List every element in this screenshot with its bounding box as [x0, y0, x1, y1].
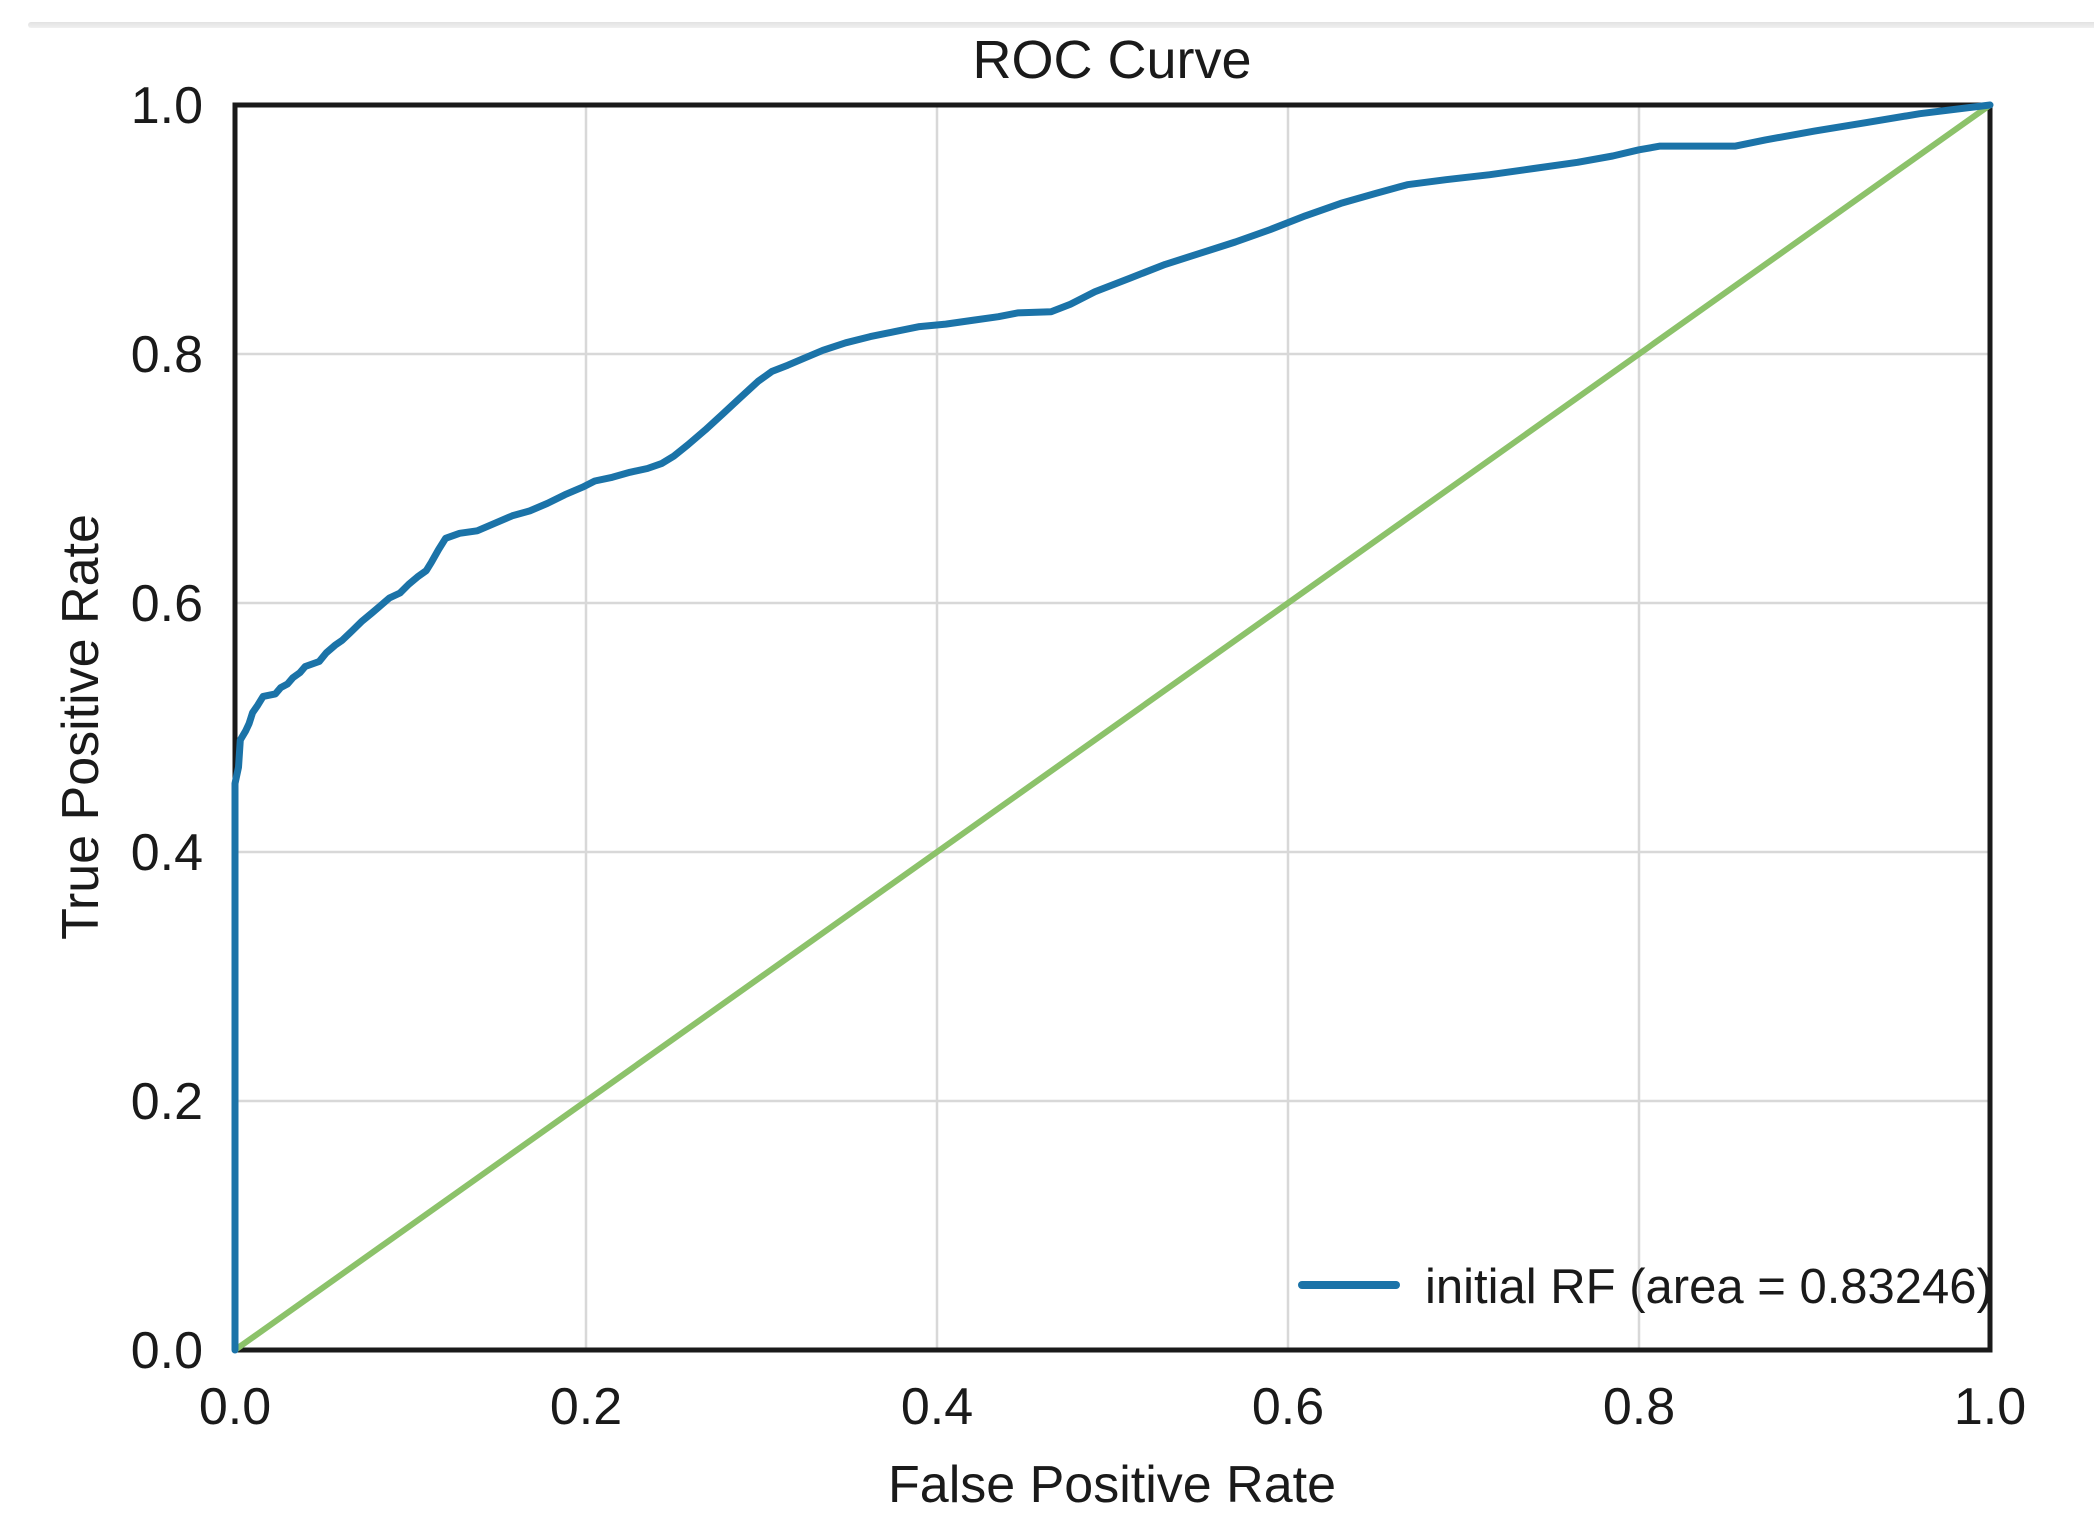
gridlines	[235, 105, 1990, 1350]
x-tick-label-0.8: 0.8	[1603, 1378, 1675, 1436]
y-tick-label-1.0: 1.0	[131, 77, 203, 135]
legend: initial RF (area = 0.83246)	[1298, 1260, 1993, 1314]
y-tick-labels: 0.0 0.2 0.4 0.6 0.8 1.0	[131, 77, 203, 1380]
x-tick-label-1.0: 1.0	[1954, 1378, 2026, 1436]
y-axis-label: True Positive Rate	[52, 514, 110, 940]
roc-curve-line	[231, 101, 1994, 1354]
chart-title: ROC Curve	[972, 30, 1251, 90]
x-axis-label: False Positive Rate	[888, 1456, 1336, 1514]
y-tick-label-0.8: 0.8	[131, 326, 203, 384]
y-tick-label-0.0: 0.0	[131, 1322, 203, 1380]
y-tick-label-0.2: 0.2	[131, 1073, 203, 1131]
x-tick-label-0.2: 0.2	[550, 1378, 622, 1436]
x-tick-labels: 0.0 0.2 0.4 0.6 0.8 1.0	[199, 1378, 2026, 1436]
x-tick-label-0.0: 0.0	[199, 1378, 271, 1436]
x-tick-label-0.4: 0.4	[901, 1378, 973, 1436]
series-lines	[231, 101, 1994, 1354]
x-tick-label-0.6: 0.6	[1252, 1378, 1324, 1436]
plot-frame	[232, 102, 1993, 1353]
chance-line-line	[232, 102, 1993, 1353]
y-tick-label-0.4: 0.4	[131, 824, 203, 882]
y-tick-label-0.6: 0.6	[131, 575, 203, 633]
top-divider	[28, 22, 2094, 28]
legend-label: initial RF (area = 0.83246)	[1425, 1260, 1993, 1314]
